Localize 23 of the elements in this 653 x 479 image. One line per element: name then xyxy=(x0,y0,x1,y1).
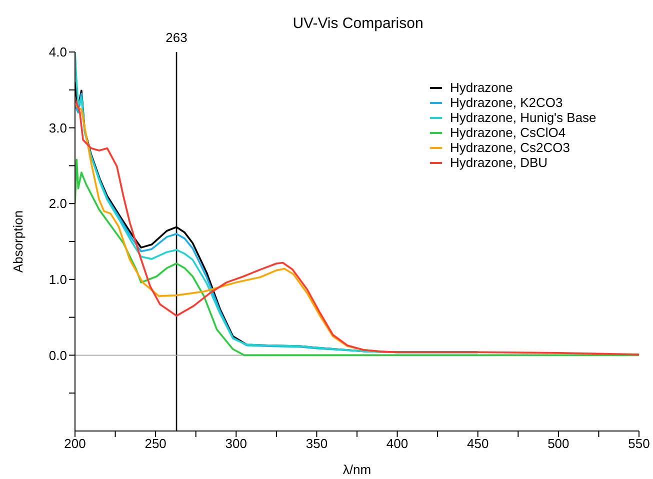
chart-title: UV-Vis Comparison xyxy=(292,15,424,32)
y-tick-label: 0.0 xyxy=(48,348,67,363)
legend-label: Hydrazone, Cs2CO3 xyxy=(450,140,570,155)
legend-label: Hydrazone, CsClO4 xyxy=(450,125,566,140)
legend-label: Hydrazone xyxy=(450,80,513,95)
x-tick-label: 400 xyxy=(386,436,408,452)
x-tick-label: 550 xyxy=(628,436,650,452)
y-tick-label: 3.0 xyxy=(48,120,67,136)
legend-label: Hydrazone, K2CO3 xyxy=(450,95,563,110)
y-axis-title: Absorption xyxy=(10,210,26,273)
legend-label: Hydrazone, DBU xyxy=(450,155,548,170)
y-tick-label: 4.0 xyxy=(48,44,67,60)
x-tick-label: 350 xyxy=(306,436,328,452)
y-tick-label: 2.0 xyxy=(48,196,67,212)
legend-label: Hydrazone, Hunig's Base xyxy=(450,110,596,125)
x-tick-label: 450 xyxy=(467,436,489,452)
x-tick-label: 300 xyxy=(225,436,247,452)
x-axis-title: λ/nm xyxy=(342,462,372,477)
x-tick-label: 250 xyxy=(144,436,166,452)
x-tick-label: 200 xyxy=(64,436,86,452)
ref-line-label: 263 xyxy=(166,30,188,45)
x-tick-label: 500 xyxy=(548,436,570,452)
y-tick-label: 1.0 xyxy=(48,272,67,288)
